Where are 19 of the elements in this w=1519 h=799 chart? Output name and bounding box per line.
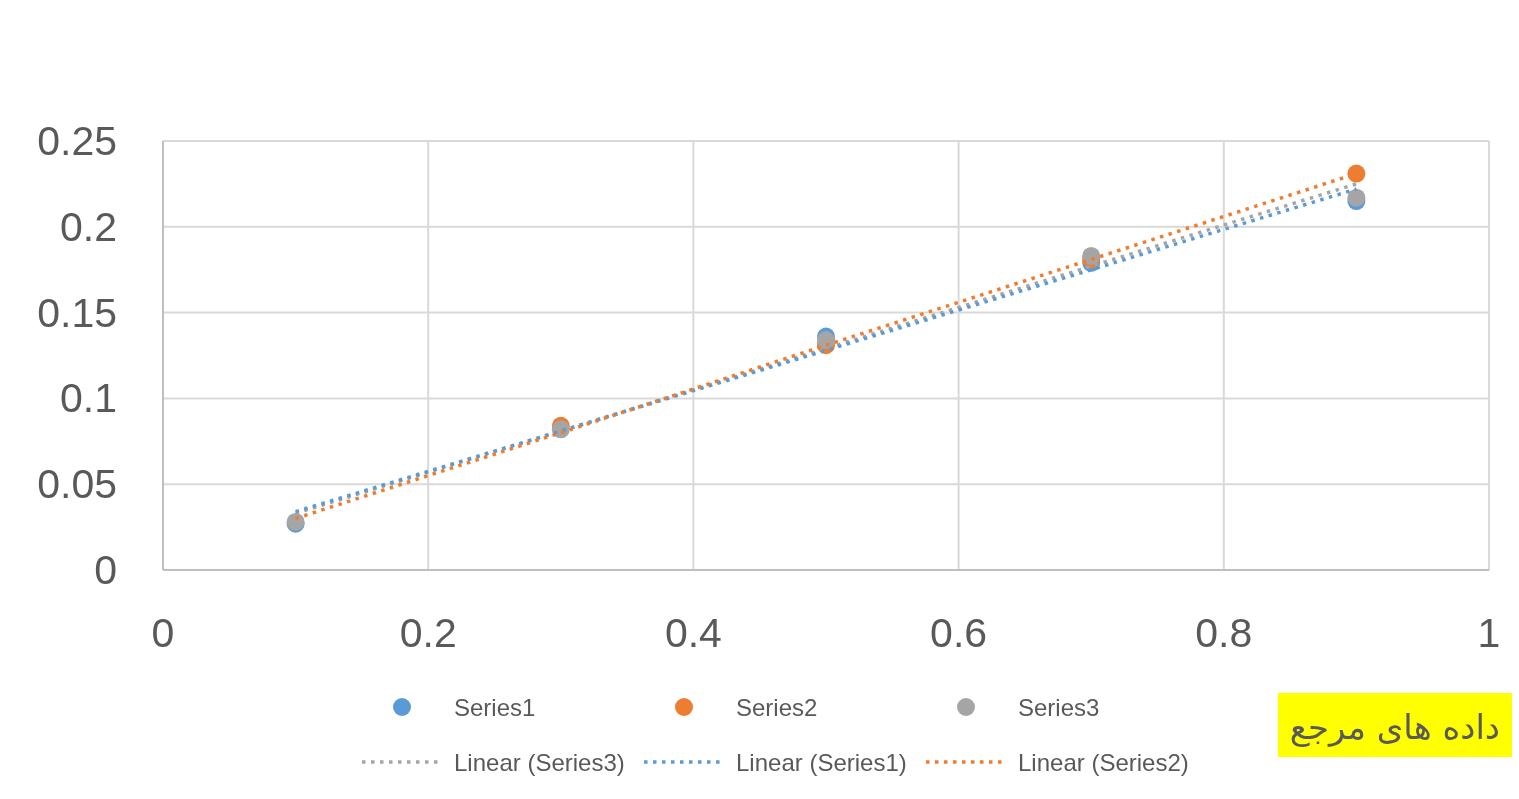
y-tick-label: 0	[94, 547, 117, 593]
x-tick-label: 0.8	[1195, 610, 1253, 656]
x-tick-label: 0	[151, 610, 175, 656]
y-tick-label: 0.25	[37, 118, 117, 164]
y-tick-label: 0.2	[60, 203, 117, 250]
note: داده های مرجع	[1277, 693, 1512, 757]
legend-label: Linear (Series3)	[454, 748, 625, 776]
legend-label: Series3	[1018, 693, 1100, 721]
y-tick-label: 0.05	[37, 461, 117, 508]
x-tick-label: 0.4	[664, 610, 722, 656]
x-tick-label: 0.2	[399, 610, 457, 656]
x-tick-label: 0.6	[930, 610, 988, 656]
legend-label: Series2	[736, 693, 818, 721]
legend-label: Series1	[454, 693, 536, 721]
legend-label: Linear (Series2)	[1018, 748, 1189, 776]
x-tick-label: 1	[1477, 610, 1501, 656]
legend-label: Linear (Series1)	[736, 748, 907, 776]
y-tick-label: 0.1	[60, 375, 117, 422]
y-tick-label: 0.15	[37, 289, 117, 336]
